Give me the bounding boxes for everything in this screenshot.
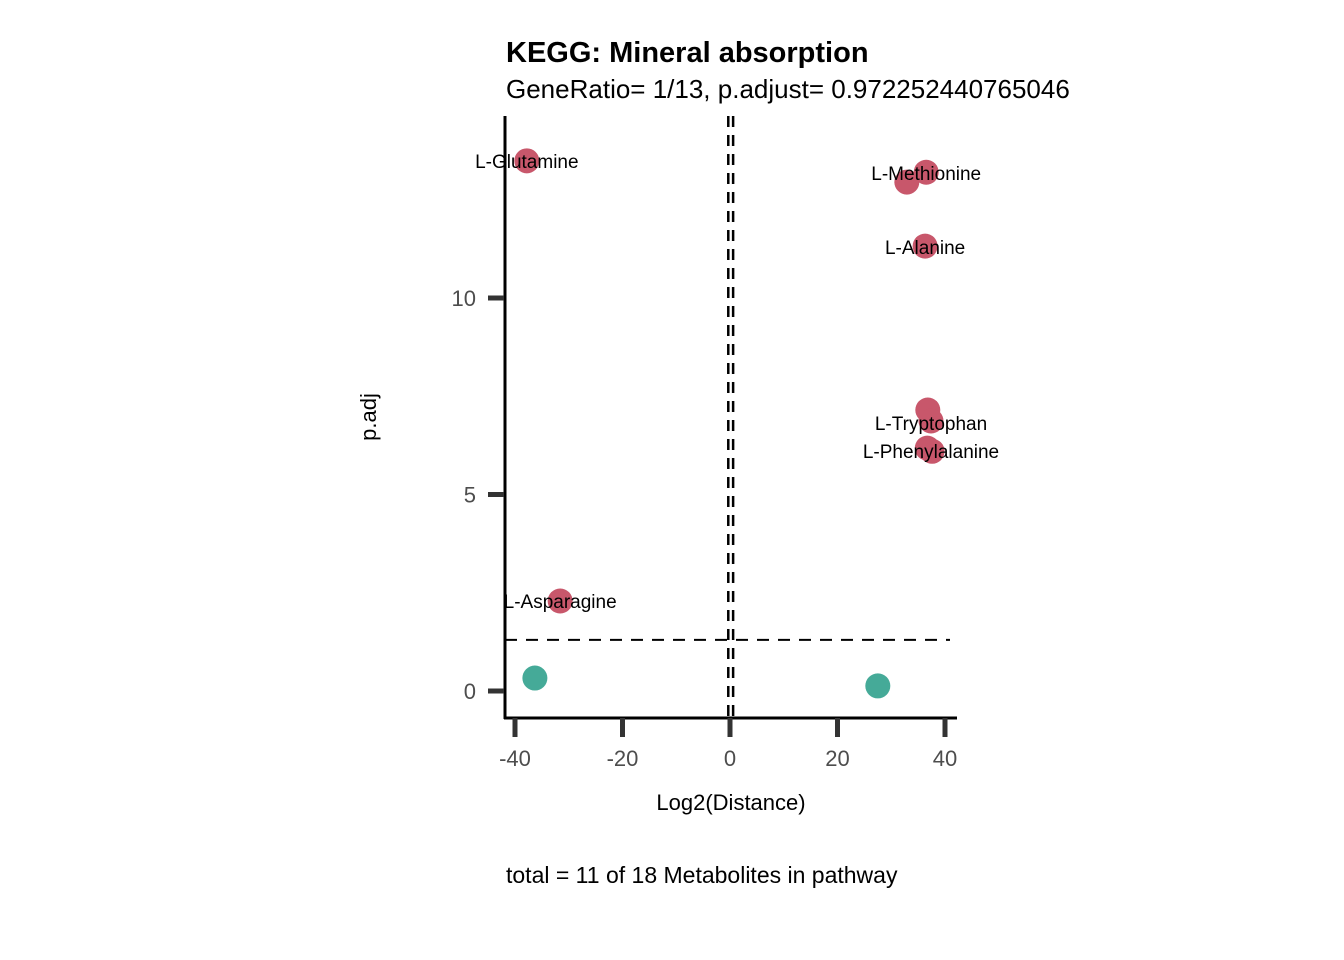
x-tick-label: -20 bbox=[607, 746, 639, 771]
reference-lines bbox=[505, 116, 950, 718]
x-axis-ticks: -40 -20 0 20 40 bbox=[499, 718, 957, 771]
data-point-significant bbox=[919, 438, 945, 464]
point-label: L-Asparagine bbox=[504, 592, 617, 613]
point-label: L-Alanine bbox=[885, 238, 965, 259]
x-tick-label: 20 bbox=[825, 746, 849, 771]
point-label: L-Phenylalanine bbox=[863, 442, 999, 463]
x-tick-label: 40 bbox=[933, 746, 957, 771]
chart-title: KEGG: Mineral absorption bbox=[506, 37, 869, 69]
y-axis-ticks: 0 5 10 bbox=[452, 286, 504, 704]
data-point-significant bbox=[918, 408, 944, 434]
x-tick-label: -40 bbox=[499, 746, 531, 771]
y-tick-label: 10 bbox=[452, 286, 476, 311]
y-tick-label: 0 bbox=[464, 679, 476, 704]
point-labels-layer: L-Glutamine L-Methionine L-Alanine L-Trypto… bbox=[475, 152, 999, 613]
points-layer bbox=[514, 148, 945, 699]
x-axis-label: Log2(Distance) bbox=[656, 790, 805, 815]
point-label: L-Methionine bbox=[871, 164, 981, 185]
data-point-significant bbox=[894, 169, 920, 195]
data-point-significant bbox=[547, 588, 573, 614]
y-tick-label: 5 bbox=[464, 483, 476, 508]
x-tick-label: 0 bbox=[724, 746, 736, 771]
chart-subtitle: GeneRatio= 1/13, p.adjust= 0.97225244076… bbox=[506, 74, 1070, 104]
data-point-significant bbox=[912, 233, 938, 259]
data-point-significant bbox=[913, 159, 939, 185]
data-point-not-significant bbox=[865, 673, 891, 699]
point-label: L-Tryptophan bbox=[875, 414, 987, 435]
chart-caption: total = 11 of 18 Metabolites in pathway bbox=[506, 862, 898, 888]
data-point-not-significant bbox=[522, 665, 548, 691]
y-axis-label: p.adj bbox=[356, 393, 381, 441]
point-label: L-Glutamine bbox=[475, 152, 579, 173]
data-point-significant bbox=[514, 148, 540, 174]
